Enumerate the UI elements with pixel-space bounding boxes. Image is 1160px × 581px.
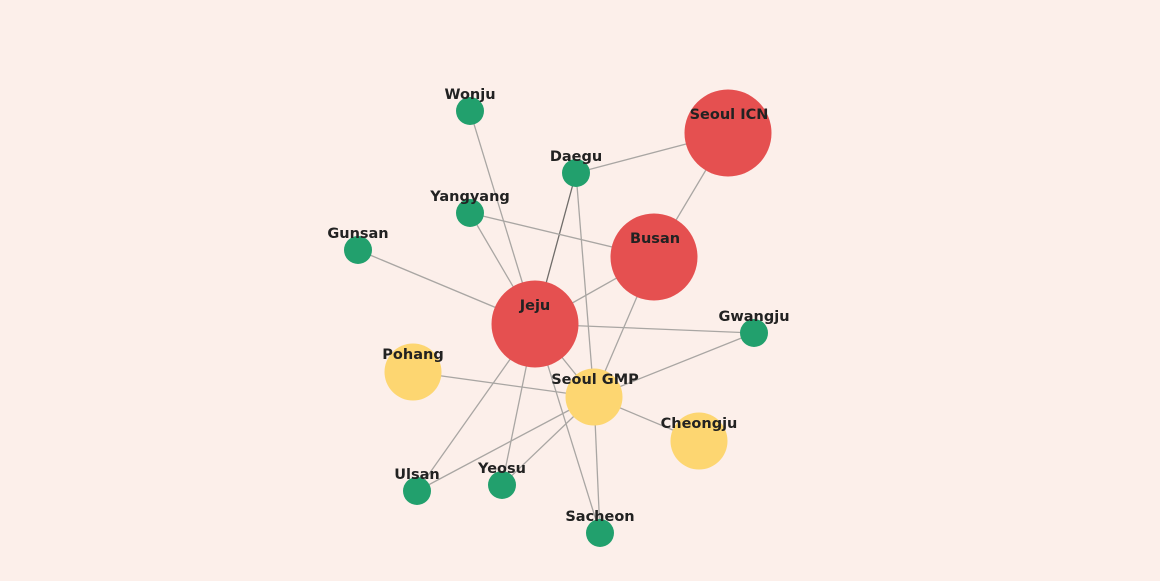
- node-label-sacheon: Sacheon: [565, 509, 634, 525]
- labels-layer: Seoul ICN Busan Jeju Seoul GMP Pohang Cheongj…: [327, 87, 789, 525]
- node-label-wonju: Wonju: [444, 87, 495, 103]
- node-gwangju[interactable]: [740, 319, 768, 347]
- edge-seoul-gmp-ulsan: [416, 396, 595, 492]
- node-label-yangyang: Yangyang: [429, 189, 510, 205]
- node-label-seoul-gmp: Seoul GMP: [551, 372, 639, 388]
- node-label-gunsan: Gunsan: [327, 226, 388, 242]
- node-sacheon[interactable]: [586, 519, 614, 547]
- nodes-layer: [344, 89, 772, 547]
- node-seoul-gmp[interactable]: [565, 368, 623, 426]
- node-label-jeju: Jeju: [519, 298, 551, 314]
- node-cheongju[interactable]: [670, 412, 728, 470]
- node-label-cheongju: Cheongju: [661, 416, 738, 432]
- node-label-gwangju: Gwangju: [718, 309, 789, 325]
- node-gunsan[interactable]: [344, 236, 372, 264]
- node-label-seoul-icn: Seoul ICN: [690, 107, 769, 123]
- edge-gwangju-seoul-gmp: [593, 332, 755, 398]
- edge-pohang-seoul-gmp: [412, 371, 595, 398]
- node-yangyang[interactable]: [456, 199, 484, 227]
- node-ulsan[interactable]: [403, 477, 431, 505]
- node-daegu[interactable]: [562, 159, 590, 187]
- node-wonju[interactable]: [456, 97, 484, 125]
- node-label-ulsan: Ulsan: [394, 467, 439, 483]
- node-label-yeosu: Yeosu: [477, 461, 526, 477]
- node-yeosu[interactable]: [488, 471, 516, 499]
- node-label-busan: Busan: [630, 231, 680, 247]
- node-pohang[interactable]: [384, 343, 442, 401]
- node-jeju[interactable]: [491, 280, 579, 368]
- node-seoul-icn[interactable]: [684, 89, 772, 177]
- node-busan[interactable]: [610, 213, 698, 301]
- node-label-daegu: Daegu: [550, 149, 602, 165]
- edge-daegu-seoul-gmp: [575, 172, 595, 398]
- node-label-pohang: Pohang: [382, 347, 443, 363]
